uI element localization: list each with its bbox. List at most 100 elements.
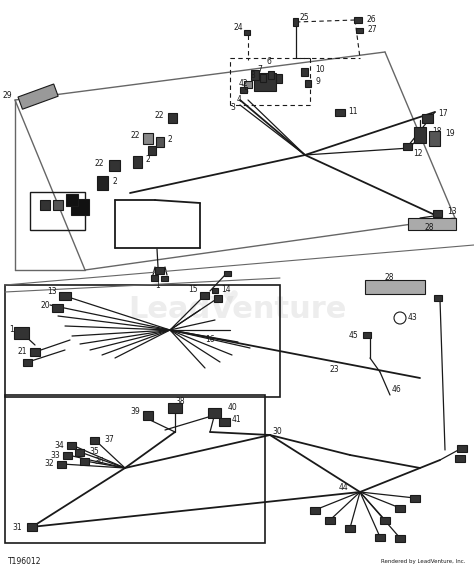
- Text: 30: 30: [272, 427, 282, 437]
- Text: 23: 23: [330, 366, 340, 375]
- Text: 28: 28: [385, 273, 394, 281]
- Text: ♥: ♥: [221, 288, 239, 308]
- Bar: [219, 418, 230, 426]
- Text: 38: 38: [175, 398, 185, 406]
- Text: 35: 35: [89, 448, 99, 457]
- Bar: [75, 449, 84, 456]
- Text: 26: 26: [367, 15, 377, 25]
- Text: 10: 10: [315, 65, 325, 73]
- Bar: [156, 137, 164, 147]
- Text: 7: 7: [257, 65, 263, 73]
- Text: 43: 43: [408, 312, 418, 321]
- Text: 12: 12: [413, 150, 422, 159]
- Text: 2: 2: [146, 155, 151, 164]
- Text: 27: 27: [368, 26, 378, 34]
- Text: 22: 22: [155, 111, 164, 120]
- Bar: [81, 457, 90, 465]
- Bar: [162, 276, 168, 281]
- Text: 32: 32: [45, 460, 54, 469]
- Text: 8: 8: [251, 72, 255, 80]
- Text: 37: 37: [104, 435, 114, 445]
- Text: 24: 24: [233, 23, 243, 33]
- Text: 44: 44: [338, 484, 348, 493]
- Bar: [422, 113, 434, 123]
- Bar: [455, 454, 465, 461]
- Bar: [30, 348, 40, 356]
- Text: 2: 2: [58, 203, 63, 213]
- Text: 29: 29: [2, 91, 12, 100]
- Bar: [240, 87, 247, 93]
- Bar: [18, 84, 58, 109]
- Text: 2: 2: [113, 176, 118, 186]
- Bar: [301, 68, 309, 76]
- Bar: [27, 523, 37, 531]
- Bar: [365, 280, 425, 294]
- Text: 15: 15: [188, 285, 198, 293]
- Bar: [375, 533, 385, 540]
- Bar: [380, 516, 390, 524]
- Text: LeadVenture: LeadVenture: [128, 296, 346, 324]
- Text: 22: 22: [94, 159, 104, 167]
- Bar: [57, 461, 66, 468]
- Bar: [109, 159, 120, 171]
- Bar: [260, 74, 266, 82]
- Bar: [209, 408, 221, 418]
- Bar: [335, 108, 345, 116]
- Text: 5: 5: [243, 87, 248, 96]
- Bar: [5, 285, 280, 397]
- Text: T196012: T196012: [8, 558, 42, 567]
- Text: 41: 41: [232, 415, 242, 425]
- Bar: [91, 437, 100, 444]
- Text: 28: 28: [425, 223, 435, 233]
- Text: 40: 40: [228, 403, 238, 413]
- Bar: [212, 288, 218, 292]
- Bar: [168, 403, 182, 413]
- Text: 4: 4: [237, 95, 242, 104]
- Text: 19: 19: [445, 129, 455, 139]
- Bar: [155, 266, 164, 273]
- Bar: [148, 146, 156, 155]
- Bar: [67, 442, 76, 449]
- Bar: [98, 176, 109, 190]
- Bar: [310, 507, 320, 513]
- Bar: [71, 199, 89, 215]
- Bar: [363, 332, 371, 338]
- Text: 9: 9: [316, 77, 321, 87]
- Text: 11: 11: [348, 108, 357, 116]
- Bar: [293, 18, 299, 26]
- Bar: [305, 80, 311, 87]
- Bar: [143, 410, 153, 419]
- Bar: [410, 494, 420, 501]
- Bar: [30, 192, 85, 230]
- Bar: [40, 200, 50, 210]
- Text: Rendered by LeadVenture, Inc.: Rendered by LeadVenture, Inc.: [382, 559, 466, 564]
- Text: 2: 2: [168, 135, 173, 144]
- Text: 33: 33: [50, 450, 60, 460]
- Bar: [244, 29, 250, 34]
- Text: 46: 46: [392, 386, 402, 394]
- Bar: [325, 516, 335, 524]
- Bar: [395, 535, 405, 541]
- Bar: [53, 304, 64, 312]
- Bar: [345, 524, 355, 532]
- Bar: [64, 452, 73, 458]
- Text: 3: 3: [230, 104, 235, 112]
- Bar: [201, 292, 210, 299]
- Text: 16: 16: [205, 336, 215, 344]
- Bar: [214, 295, 222, 301]
- Bar: [356, 28, 364, 33]
- Bar: [143, 132, 153, 143]
- Text: 6: 6: [266, 57, 272, 66]
- Bar: [5, 395, 265, 543]
- Bar: [168, 113, 177, 123]
- Bar: [244, 80, 252, 88]
- Bar: [434, 295, 442, 301]
- Bar: [268, 71, 274, 79]
- Text: 17: 17: [438, 108, 447, 117]
- Bar: [59, 292, 71, 300]
- Text: 1: 1: [155, 281, 160, 289]
- Bar: [53, 200, 63, 210]
- Bar: [354, 17, 362, 23]
- Bar: [152, 275, 158, 281]
- Text: 31: 31: [12, 523, 22, 532]
